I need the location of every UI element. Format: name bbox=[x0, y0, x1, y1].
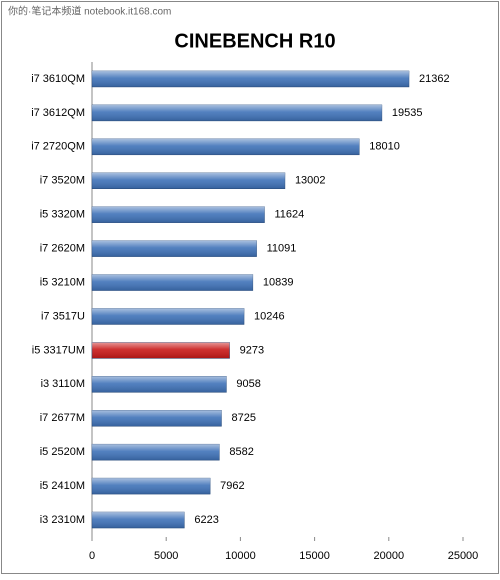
chart-title: CINEBENCH R10 bbox=[174, 30, 335, 52]
bar-shine bbox=[92, 172, 285, 189]
bar-shine bbox=[92, 478, 211, 495]
bar-shine bbox=[92, 342, 230, 359]
y-tick-label: i5 3210M bbox=[40, 276, 85, 288]
bar-shine bbox=[92, 376, 227, 393]
bar-shine bbox=[92, 104, 382, 121]
data-label: 9273 bbox=[240, 344, 264, 356]
x-tick-label: 10000 bbox=[225, 550, 256, 562]
bar-shine bbox=[92, 70, 410, 87]
bar-shine bbox=[92, 308, 245, 325]
y-tick-label: i7 3517U bbox=[41, 310, 85, 322]
data-label: 10246 bbox=[254, 310, 285, 322]
data-label: 9058 bbox=[236, 378, 260, 390]
y-tick-label: i7 2677M bbox=[40, 412, 85, 424]
data-label: 11624 bbox=[275, 209, 305, 221]
y-tick-label: i7 2720QM bbox=[31, 141, 85, 153]
y-tick-label: i7 3520M bbox=[40, 175, 85, 187]
x-tick-label: 15000 bbox=[299, 550, 330, 562]
y-tick-label: i3 3110M bbox=[41, 378, 85, 390]
data-label: 18010 bbox=[369, 141, 400, 153]
y-tick-label: i5 2520M bbox=[40, 446, 85, 458]
data-label: 11091 bbox=[267, 243, 297, 255]
y-tick-label: i5 3320M bbox=[40, 209, 85, 221]
data-label: 10839 bbox=[263, 276, 294, 288]
data-label: 6223 bbox=[194, 514, 218, 526]
watermark: 你的·笔记本频道 notebook.it168.com bbox=[8, 5, 171, 18]
y-tick-label: i5 2410M bbox=[40, 480, 85, 492]
y-tick-label: i7 2620M bbox=[40, 243, 85, 255]
bar-shine bbox=[92, 240, 257, 257]
bar-shine bbox=[92, 512, 185, 529]
y-tick-label: i7 3610QM bbox=[31, 73, 85, 85]
x-tick-label: 0 bbox=[89, 550, 95, 562]
y-tick-label: i7 3612QM bbox=[31, 107, 85, 119]
y-tick-label: i5 3317UM bbox=[32, 344, 85, 356]
x-tick-label: 25000 bbox=[448, 550, 479, 562]
bar-shine bbox=[92, 274, 253, 291]
y-tick-label: i3 2310M bbox=[40, 514, 85, 526]
data-label: 21362 bbox=[419, 73, 450, 85]
bar-shine bbox=[92, 444, 220, 461]
bar-shine bbox=[92, 138, 360, 155]
bar-shine bbox=[92, 410, 222, 427]
data-label: 13002 bbox=[295, 175, 326, 187]
data-label: 8582 bbox=[229, 446, 253, 458]
data-label: 8725 bbox=[231, 412, 255, 424]
x-tick-label: 20000 bbox=[374, 550, 405, 562]
data-label: 19535 bbox=[392, 107, 423, 119]
bar-shine bbox=[92, 206, 265, 223]
data-label: 7962 bbox=[220, 480, 244, 492]
x-tick-label: 5000 bbox=[154, 550, 178, 562]
